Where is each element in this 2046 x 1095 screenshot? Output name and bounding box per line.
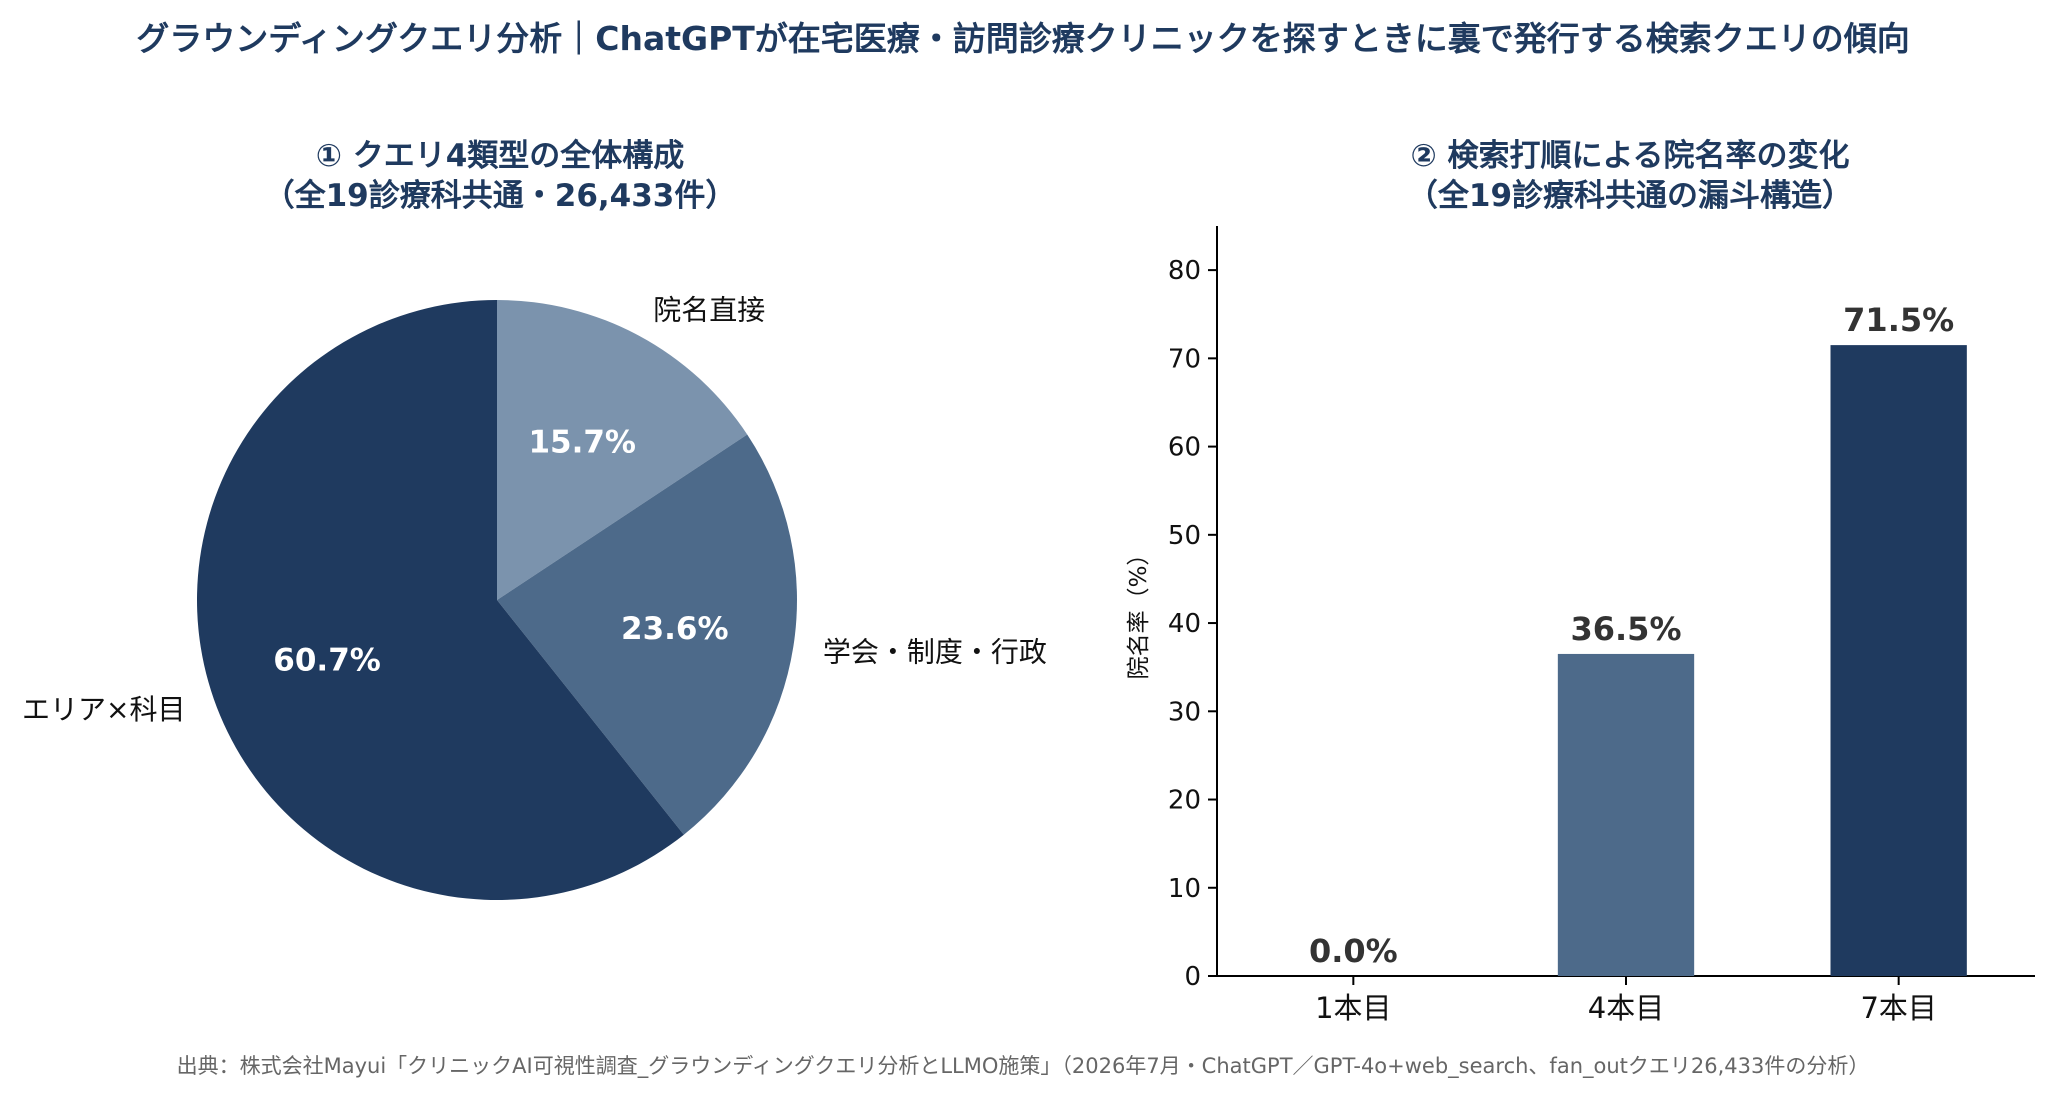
bar-2 — [1830, 345, 1967, 976]
y-tick-label-8: 80 — [1168, 256, 1201, 286]
pie-value-label-0: 15.7% — [528, 424, 636, 460]
bar-y-axis-label: 院名率（%） — [1126, 543, 1152, 680]
pie-value-label-1: 23.6% — [621, 611, 729, 647]
y-tick-label-6: 60 — [1168, 433, 1201, 463]
pie-title-line1: ① クエリ4類型の全体構成 — [315, 138, 685, 174]
pie-slice-0 — [497, 300, 748, 600]
pie-category-label-0: 院名直接 — [653, 293, 765, 326]
pie-value-label-2: 60.7% — [273, 642, 381, 678]
bar-title-line2: （全19診療科共通の漏斗構造） — [1406, 178, 1854, 214]
y-tick-label-5: 50 — [1168, 521, 1201, 551]
bar-title-line1: ② 検索打順による院名率の変化 — [1410, 138, 1850, 174]
pie-slice-1 — [497, 434, 797, 835]
page-title: グラウンディングクエリ分析｜ChatGPTが在宅医療・訪問診療クリニックを探すと… — [136, 19, 1910, 58]
x-tick-label-2: 7本目 — [1860, 991, 1936, 1025]
bar-chart-title: ② 検索打順による院名率の変化 （全19診療科共通の漏斗構造） — [1300, 136, 1960, 216]
bar-1 — [1557, 653, 1695, 976]
bar-value-label-2: 71.5% — [1843, 301, 1954, 339]
bar-value-label-1: 36.5% — [1570, 610, 1681, 648]
y-tick-label-1: 10 — [1168, 874, 1201, 904]
pie-category-label-1: 学会・制度・行政 — [823, 636, 1047, 669]
bar-value-label-0: 0.0% — [1309, 932, 1398, 970]
pie-title-line2: （全19診療科共通・26,433件） — [263, 178, 737, 214]
pie-category-label-2: エリア×科目 — [22, 693, 185, 726]
pie-chart-title: ① クエリ4類型の全体構成 （全19診療科共通・26,433件） — [170, 136, 830, 216]
x-tick-label-0: 1本目 — [1315, 991, 1391, 1025]
y-tick-label-3: 30 — [1168, 697, 1201, 727]
pie-slice-2 — [197, 300, 684, 900]
y-tick-label-7: 70 — [1168, 344, 1201, 374]
y-tick-label-2: 20 — [1168, 786, 1201, 816]
x-tick-label-1: 4本目 — [1588, 991, 1664, 1025]
y-tick-label-4: 40 — [1168, 609, 1201, 639]
source-footnote: 出典：株式会社Mayui「クリニックAI可視性調査_グラウンディングクエリ分析と… — [176, 1054, 1870, 1078]
y-tick-label-0: 0 — [1184, 962, 1201, 992]
